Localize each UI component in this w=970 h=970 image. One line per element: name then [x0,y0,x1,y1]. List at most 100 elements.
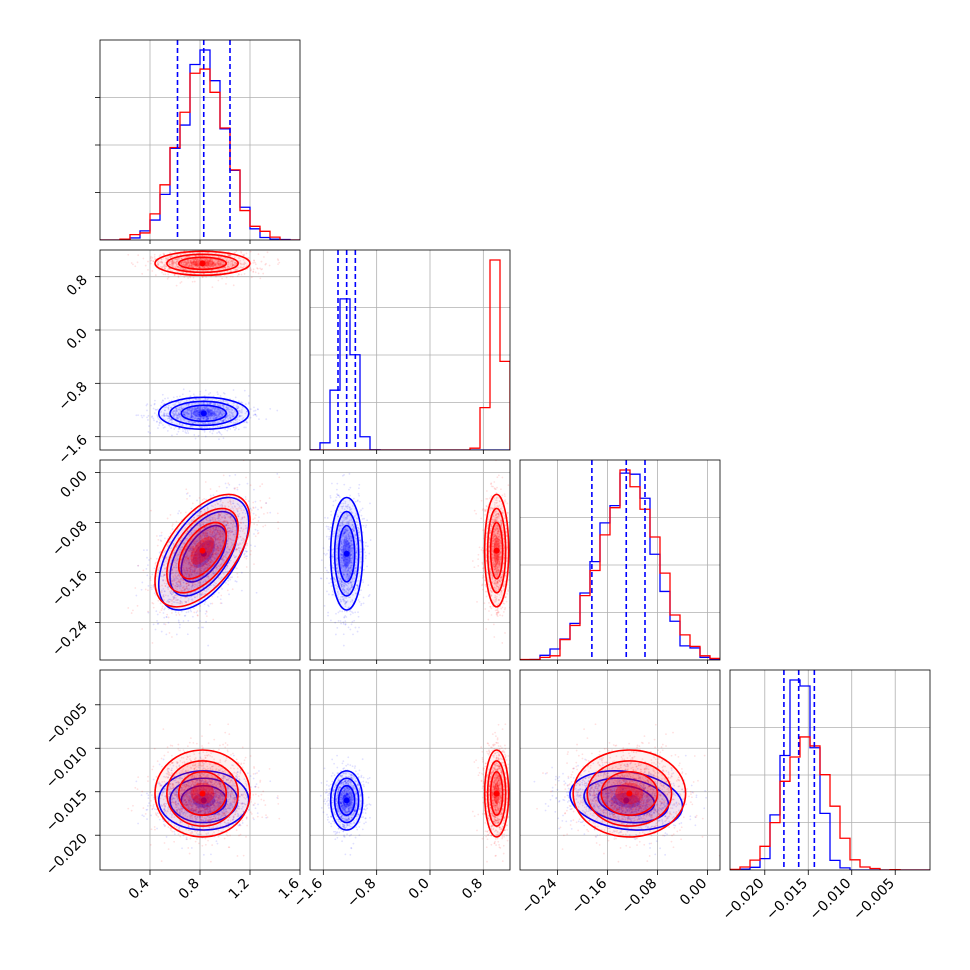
sample-point [191,266,193,269]
sample-point [166,517,169,520]
sample-point [190,261,193,264]
sample-point [231,260,233,263]
sample-point [178,422,181,425]
sample-point [150,404,153,407]
sample-point [220,263,223,265]
sample-point [160,609,163,611]
sample-point [190,415,193,418]
sample-point [186,555,189,557]
sample-point [245,410,248,413]
sample-point [199,267,202,269]
sample-point [215,414,218,417]
sample-point [178,408,181,411]
sample-point [219,598,222,601]
sample-point [157,264,160,267]
sample-point [207,416,210,419]
sample-point [166,415,169,418]
sample-point [206,260,208,263]
sample-point [249,269,252,272]
sample-point [190,425,192,428]
sample-point [190,610,193,613]
sample-point [180,406,183,409]
sample-point [178,548,181,551]
sample-point [187,277,190,279]
sample-point [164,257,167,260]
sample-point [210,258,213,260]
sample-point [214,407,217,410]
sample-point [212,403,215,406]
sample-point [217,262,220,265]
sample-point [197,407,200,410]
sample-point [207,410,210,412]
sample-point [239,415,242,417]
sample-point [197,434,200,437]
sample-point [253,259,256,262]
sample-point [214,412,217,415]
sample-point [163,414,166,416]
sample-point [160,531,163,534]
sample-point [195,415,197,418]
sample-point [237,257,240,259]
sample-point [187,261,190,264]
sample-point [192,261,195,264]
sample-point [168,424,171,427]
sample-point [211,422,214,425]
sample-point [212,618,215,621]
sample-point [218,415,221,418]
sample-point [211,261,214,263]
sample-point [194,264,197,266]
sample-point [235,262,238,265]
sample-point [188,398,191,401]
sample-point [150,586,153,589]
sample-point [219,264,222,266]
sample-point [199,418,201,421]
sample-point [191,412,193,415]
sample-point [187,261,190,264]
sample-point [175,284,178,287]
sample-point [189,275,191,278]
sample-point [147,584,150,587]
sample-point [222,404,224,407]
sample-point [236,418,239,421]
sample-point [217,410,220,413]
sample-point [160,410,163,413]
sample-point [207,413,210,416]
sample-point [207,418,209,421]
sample-point [189,407,192,410]
sample-point [237,412,240,415]
sample-point [227,415,230,417]
sample-point [186,409,189,411]
sample-point [196,410,198,413]
sample-point [219,425,222,428]
sample-point [204,398,207,400]
sample-point [172,265,175,267]
sample-point [196,418,199,420]
sample-point [167,273,170,276]
sample-point [217,408,220,411]
sample-point [257,508,259,511]
sample-point [170,418,173,421]
sample-point [209,262,212,265]
sample-point [213,272,216,275]
panel-1-0 [100,250,300,450]
sample-point [197,407,199,410]
sample-point [254,263,257,266]
sample-point [200,416,203,418]
sample-point [214,263,217,266]
sample-point [209,402,212,404]
histogram-red [310,259,510,450]
sample-point [163,412,165,414]
sample-point [192,421,195,424]
sample-point [197,417,200,419]
sample-point [178,510,181,512]
sample-point [254,500,257,503]
sample-point [161,393,164,396]
sample-point [205,611,208,613]
sample-point [225,259,228,262]
sample-point [229,275,232,278]
sample-point [227,261,230,263]
sample-point [218,264,221,266]
sample-point [249,250,252,253]
sample-point [156,415,159,418]
sample-point [166,257,169,260]
